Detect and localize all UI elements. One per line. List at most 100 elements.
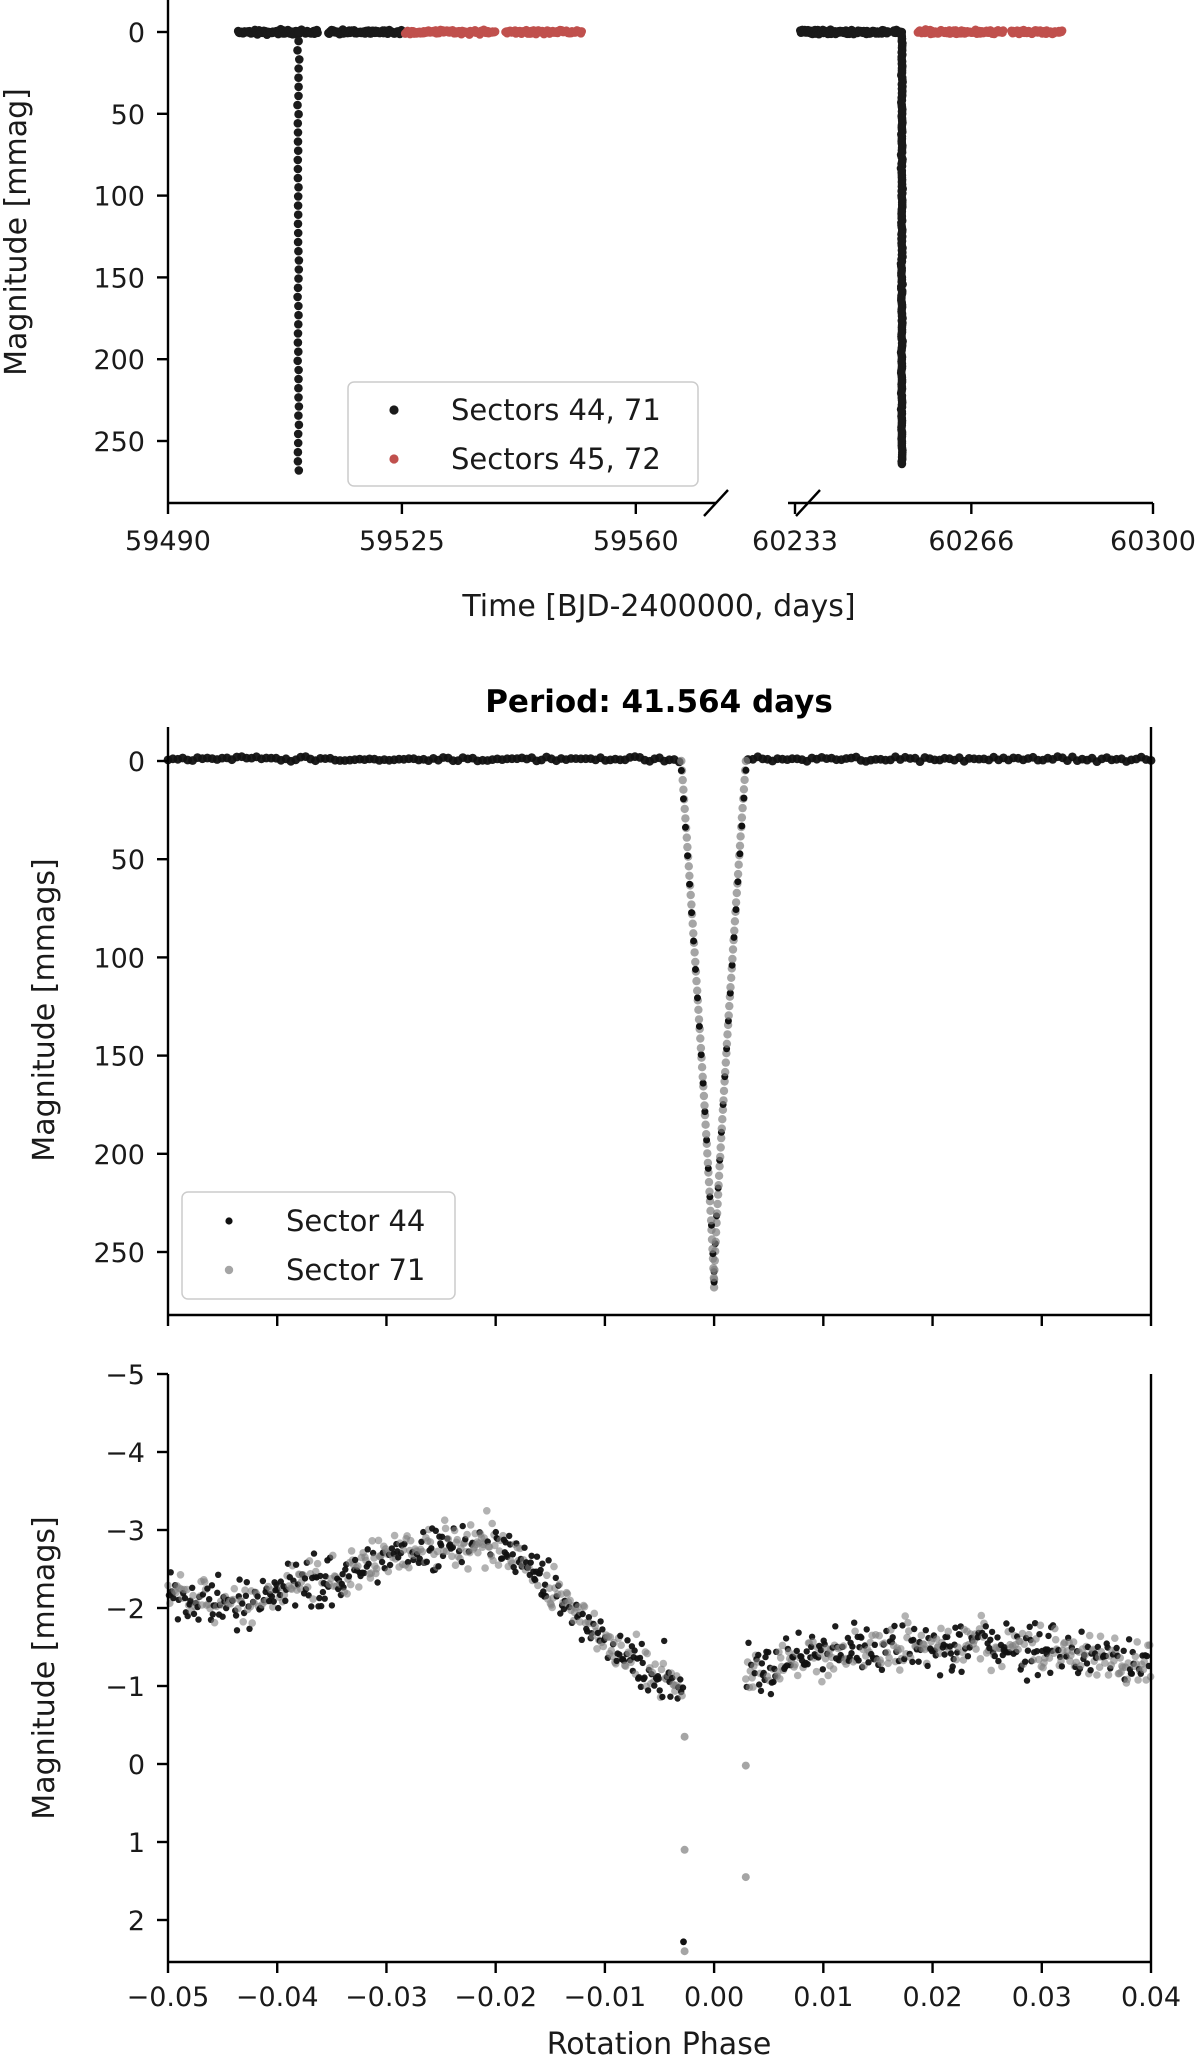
bottom-point-sector44: [321, 1595, 328, 1602]
bottom-point-sector71: [678, 1691, 686, 1700]
middle-eclipse-point: [693, 986, 702, 995]
middle-eclipse-point: [721, 1067, 730, 1077]
middle-eclipse-point: [681, 814, 690, 823]
bottom-point-sector71: [305, 1557, 314, 1565]
top-eclipse-point: [293, 128, 303, 137]
middle-eclipse-point: [730, 917, 740, 926]
bottom-point-sector71: [280, 1591, 289, 1599]
bottom-y-tick-label: 1: [128, 1828, 145, 1859]
bottom-point-sector71: [896, 1645, 905, 1653]
middle-eclipse-point: [694, 994, 701, 1002]
top-eclipse-point: [294, 183, 303, 192]
bottom-point-sector44: [214, 1589, 221, 1597]
bottom-point-sector71: [952, 1655, 961, 1664]
middle-eclipse-point: [692, 965, 699, 973]
bottom-point-sector71: [885, 1653, 893, 1662]
bottom-point-sector71: [354, 1562, 362, 1570]
bottom-point-sector71: [451, 1561, 460, 1569]
bottom-point-sector44: [987, 1636, 994, 1644]
bottom-point-sector71: [659, 1659, 668, 1668]
bottom-point-sector44: [617, 1632, 624, 1640]
bottom-point-sector44: [521, 1544, 528, 1551]
bottom-point-sector71: [444, 1535, 453, 1543]
bottom-point-sector44: [345, 1573, 353, 1580]
bottom-point-sector44: [1023, 1677, 1031, 1684]
bottom-point-sector71: [812, 1667, 821, 1676]
bottom-point-sector44: [909, 1658, 916, 1666]
bottom-point-sector44: [878, 1666, 886, 1674]
bottom-point-sector71: [448, 1552, 456, 1561]
bottom-point-sector44: [936, 1672, 944, 1679]
bottom-point-sector44: [209, 1611, 216, 1618]
top-eclipse-point: [294, 91, 303, 101]
bottom-x-tick-label: 0.00: [684, 1982, 744, 2013]
top-eclipse-point: [294, 256, 304, 265]
bottom-point-sector44: [537, 1566, 544, 1574]
bottom-y-tick-label: −4: [105, 1438, 145, 1469]
bottom-point-sector44: [844, 1634, 852, 1642]
bottom-point-sector44: [767, 1690, 775, 1698]
middle-eclipse-point: [739, 785, 749, 794]
middle-eclipse-point: [685, 871, 694, 880]
bottom-point-sector71: [937, 1624, 945, 1633]
bottom-point-sector44: [438, 1533, 446, 1541]
bottom-point-sector71: [829, 1665, 838, 1673]
top-ticks: 0 50 100 150 200 250 59490 59525 59560 60233 60266…: [93, 18, 1196, 557]
bottom-point-sector44: [364, 1546, 371, 1553]
bottom-point-sector44: [498, 1555, 506, 1562]
bottom-point-sector71: [343, 1590, 351, 1598]
bottom-point-sector71: [1132, 1660, 1141, 1668]
bottom-point-sector44: [339, 1571, 346, 1578]
bottom-point-sector71: [954, 1643, 962, 1652]
bottom-point-sector44: [233, 1627, 241, 1634]
bottom-point-sector44: [557, 1610, 564, 1617]
top-legend-label-dark: Sectors 44, 71: [451, 393, 661, 427]
bottom-point-sector44: [941, 1651, 948, 1658]
bottom-point-sector44: [1113, 1644, 1120, 1652]
middle-y-tick-label: 100: [93, 943, 145, 974]
bottom-point-sector44: [956, 1631, 963, 1638]
bottom-y-tick-label: 2: [128, 1906, 145, 1937]
middle-eclipse-point: [706, 1206, 715, 1216]
bottom-point-sector71: [491, 1541, 499, 1550]
middle-eclipse-point: [695, 1022, 703, 1030]
bottom-point-sector71: [791, 1660, 799, 1669]
bottom-point-sector71: [648, 1668, 657, 1677]
bottom-x-tick-label: 0.02: [902, 1982, 962, 2013]
bottom-point-sector44: [641, 1674, 648, 1681]
top-eclipse-point: [294, 265, 304, 274]
bottom-point-sector71: [621, 1662, 630, 1670]
bottom-x-axis-label: Rotation Phase: [547, 2027, 772, 2059]
bottom-point-sector71: [590, 1609, 599, 1618]
bottom-point-sector44: [911, 1625, 918, 1633]
bottom-point-sector44: [782, 1635, 790, 1642]
middle-eclipse-point: [690, 948, 699, 957]
bottom-point-sector44: [388, 1545, 396, 1552]
bottom-point-sector71: [1066, 1657, 1074, 1665]
bottom-point-sector71: [877, 1659, 885, 1667]
bottom-point-sector44: [865, 1659, 872, 1666]
middle-eclipse-point: [679, 785, 688, 794]
bottom-point-sector71: [742, 1675, 750, 1683]
bottom-point-sector44: [195, 1616, 202, 1623]
top-y-tick-label: 50: [111, 100, 145, 131]
middle-eclipse-point: [686, 880, 694, 888]
bottom-point-sector71: [1085, 1631, 1094, 1640]
middle-eclipse-point: [699, 1091, 709, 1101]
bottom-point-sector44: [459, 1522, 466, 1530]
top-eclipse-point: [294, 411, 303, 420]
middle-y-tick-label: 150: [93, 1042, 145, 1073]
bottom-point-sector44: [360, 1569, 368, 1577]
bottom-point-sector71: [1139, 1665, 1148, 1674]
bottom-point-sector71: [1104, 1671, 1113, 1679]
bottom-point-sector71: [346, 1580, 355, 1589]
bottom-point-sector44: [795, 1629, 802, 1636]
bottom-point-sector44: [804, 1661, 811, 1668]
bottom-point-sector71: [347, 1547, 356, 1555]
bottom-point-sector44: [420, 1528, 427, 1536]
top-eclipse-point: [295, 55, 304, 64]
bottom-point-sector44: [755, 1651, 762, 1659]
bottom-point-sector44: [308, 1603, 315, 1610]
middle-eclipse-point: [734, 860, 743, 869]
axis-break-mark-left: [703, 489, 729, 517]
